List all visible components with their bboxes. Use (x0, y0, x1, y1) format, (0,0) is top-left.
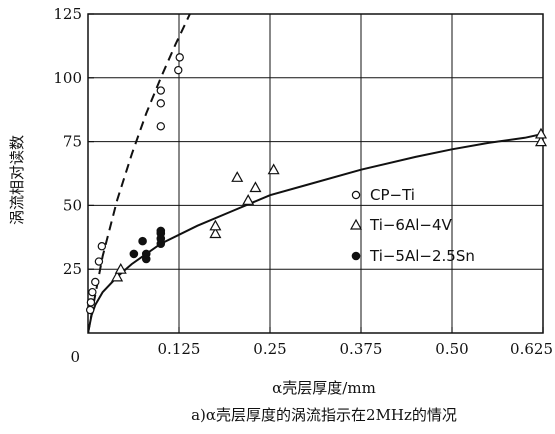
x-axis-title: α壳层厚度/mm (272, 379, 376, 397)
data-point (97, 242, 107, 251)
legend-label: CP−Ti (370, 186, 415, 204)
data-point (85, 305, 95, 315)
data-point (129, 249, 139, 259)
plot-frame (87, 13, 544, 334)
y-axis-title: 涡流相对读数 (8, 135, 26, 225)
fitted-curves (88, 14, 543, 333)
data-point (242, 194, 255, 205)
legend-marker (351, 251, 361, 261)
data-point (138, 236, 147, 246)
data-point (111, 270, 124, 282)
data-point (174, 65, 183, 75)
data-point (534, 127, 548, 139)
legend-label: Ti−5Al−2.5Sn (369, 247, 475, 265)
legend-marker (349, 218, 363, 230)
dashed-fit-curve (88, 14, 191, 333)
data-point (209, 227, 222, 239)
legend-marker (351, 190, 361, 200)
data-point (86, 298, 96, 307)
axis-ticks (88, 13, 544, 333)
data-point (534, 135, 548, 147)
data-point (156, 226, 166, 236)
y-tick-label: 50 (63, 196, 82, 214)
grid-lines (88, 14, 543, 333)
y-tick-label: 125 (53, 5, 82, 23)
data-point (209, 219, 222, 231)
tick-labels: 0.125 0.25 0.375 0.50 0.625 25 50 75 100 125 0 (53, 5, 553, 366)
data-point (141, 249, 151, 259)
x-tick-label: 0.375 (340, 340, 383, 358)
data-point (156, 99, 165, 108)
data-point (231, 171, 244, 182)
y-tick-label: 25 (63, 260, 82, 278)
data-point (156, 122, 165, 131)
data-point (91, 277, 100, 287)
solid-fit-curve (88, 132, 543, 333)
x-tick-label: 0.125 (158, 340, 201, 358)
origin-label: 0 (70, 348, 80, 366)
legend: CP−Ti Ti−6Al−4V Ti−5Al−2.5Sn (349, 186, 475, 265)
figure-caption: a)α壳层厚度的涡流指示在2MHz的情况 (191, 406, 457, 424)
legend-label: Ti−6Al−4V (369, 216, 453, 234)
data-point (175, 53, 184, 62)
x-tick-label: 0.25 (253, 340, 286, 358)
data-point (114, 262, 127, 274)
x-tick-label: 0.625 (510, 340, 553, 358)
data-point (88, 287, 97, 297)
y-tick-label: 100 (53, 69, 82, 87)
y-tick-label: 75 (63, 133, 82, 151)
data-point (267, 163, 280, 175)
x-tick-label: 0.50 (435, 340, 468, 358)
data-point (156, 86, 165, 95)
data-points (85, 53, 548, 315)
data-point (94, 257, 104, 266)
data-point (249, 181, 262, 193)
